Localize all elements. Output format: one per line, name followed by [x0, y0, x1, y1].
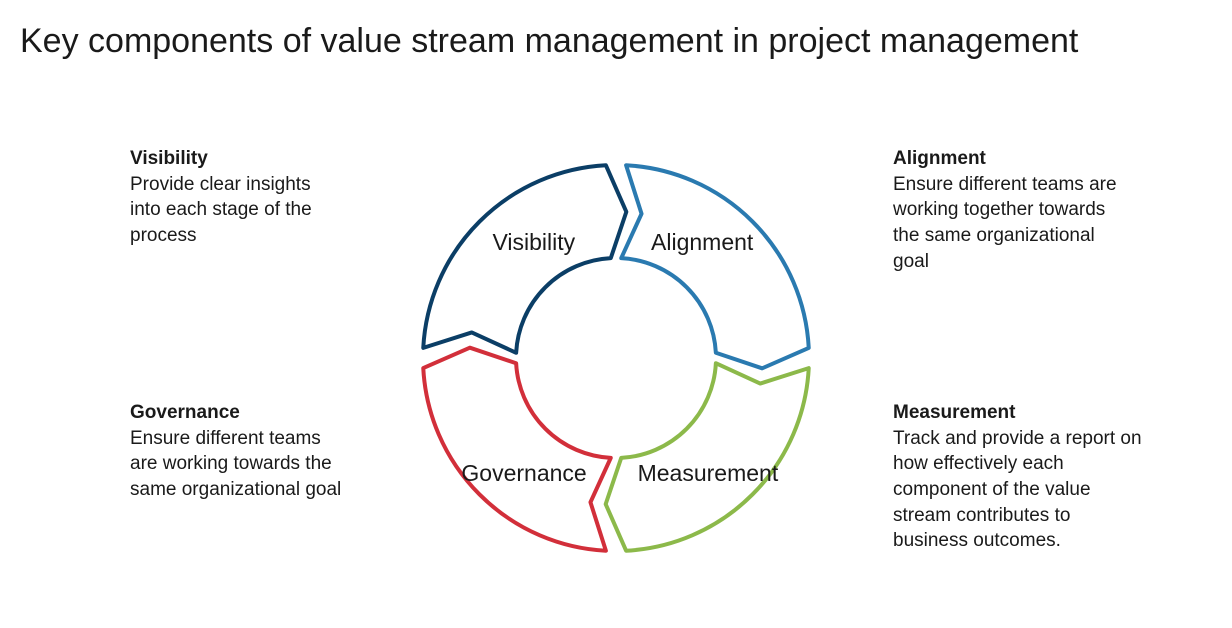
- arc-measurement: [606, 363, 809, 551]
- caption-body-alignment: Ensure different teams are working toget…: [893, 172, 1133, 275]
- page-root: Key components of value stream managemen…: [0, 0, 1232, 628]
- caption-body-governance: Ensure different teams are working towar…: [130, 426, 345, 503]
- caption-body-visibility: Provide clear insights into each stage o…: [130, 172, 345, 249]
- caption-measurement: MeasurementTrack and provide a report on…: [893, 400, 1143, 554]
- caption-governance: GovernanceEnsure different teams are wor…: [130, 400, 345, 503]
- caption-visibility: VisibilityProvide clear insights into ea…: [130, 146, 345, 249]
- arc-governance: [423, 348, 611, 551]
- caption-heading-alignment: Alignment: [893, 146, 1133, 172]
- arc-label-visibility: Visibility: [493, 229, 576, 255]
- caption-heading-measurement: Measurement: [893, 400, 1143, 426]
- caption-heading-governance: Governance: [130, 400, 345, 426]
- arc-alignment: [621, 165, 809, 368]
- arc-label-alignment: Alignment: [651, 229, 754, 255]
- arc-label-governance: Governance: [461, 460, 586, 486]
- caption-alignment: AlignmentEnsure different teams are work…: [893, 146, 1133, 274]
- arc-visibility: [423, 165, 626, 353]
- caption-body-measurement: Track and provide a report on how effect…: [893, 426, 1143, 554]
- arc-label-measurement: Measurement: [638, 460, 779, 486]
- caption-heading-visibility: Visibility: [130, 146, 345, 172]
